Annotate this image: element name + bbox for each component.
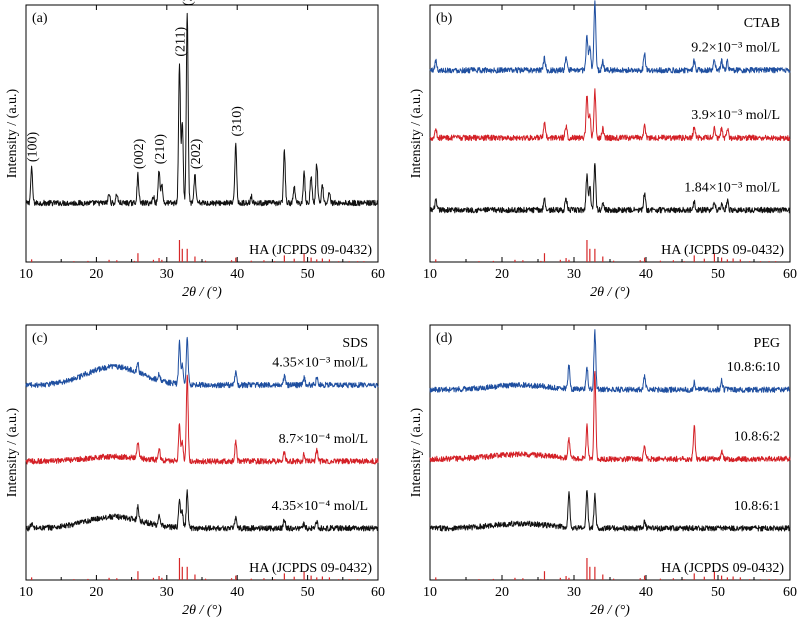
plot-frame	[25, 4, 379, 263]
x-tick-label: 10	[19, 585, 33, 600]
panel-tag: (d)	[436, 331, 453, 346]
x-tick-label: 50	[711, 267, 725, 282]
panel-tag: (c)	[32, 331, 48, 346]
panel-title: CTAB	[744, 16, 780, 31]
series-line	[429, 163, 791, 214]
panel-title: SDS	[342, 336, 368, 351]
peak-annotation: (100)	[26, 131, 41, 162]
x-tick-label: 20	[89, 585, 103, 600]
series-label: 3.9×10⁻³ mol/L	[691, 108, 780, 123]
y-axis-label: Intensity / (a.u.)	[5, 407, 20, 497]
series-line	[429, 88, 791, 142]
series-line	[429, 370, 791, 463]
series-line	[25, 374, 379, 465]
x-tick-label: 50	[711, 585, 725, 600]
x-tick-label: 30	[567, 267, 581, 282]
x-axis-label: 2θ / (°)	[590, 285, 630, 300]
peak-annotation: (211)	[173, 27, 188, 57]
series-line	[25, 489, 379, 532]
series-label: 10.8:6:1	[734, 499, 780, 514]
x-tick-label: 40	[230, 267, 244, 282]
x-tick-label: 20	[89, 267, 103, 282]
panel-tag: (a)	[32, 11, 48, 26]
x-axis-label: 2θ / (°)	[182, 285, 222, 300]
x-tick-label: 10	[19, 267, 33, 282]
x-tick-label: 20	[495, 267, 509, 282]
x-tick-label: 60	[371, 267, 385, 282]
reference-label: HA (JCPDS 09-0432)	[661, 561, 784, 576]
x-tick-label: 30	[567, 585, 581, 600]
x-tick-label: 40	[230, 585, 244, 600]
x-tick-label: 20	[495, 585, 509, 600]
panel-3: 10 20 30 40 50 60 2θ / (°) Intensity / (a.u.) (c…	[5, 324, 385, 618]
series-line	[25, 12, 379, 207]
panel-2: 10 20 30 40 50 60 2θ / (°) Intensity / (a.u.) (b…	[409, 0, 797, 300]
panel-tag: (b)	[436, 11, 453, 26]
peak-annotation: (210)	[153, 134, 168, 165]
x-tick-label: 40	[639, 267, 653, 282]
x-tick-label: 30	[160, 267, 174, 282]
reference-label: HA (JCPDS 09-0432)	[249, 561, 372, 576]
peak-annotation: (002)	[132, 138, 147, 169]
x-tick-label: 60	[783, 267, 797, 282]
reference-label: HA (JCPDS 09-0432)	[661, 243, 784, 258]
reference-label: HA (JCPDS 09-0432)	[249, 243, 372, 258]
panel-4: 10 20 30 40 50 60 2θ / (°) Intensity / (a.u.) (d…	[409, 324, 797, 618]
peak-annotation: (310)	[230, 106, 245, 137]
series-line	[429, 0, 791, 74]
x-axis-label: 2θ / (°)	[590, 603, 630, 618]
series-label: 4.35×10⁻⁴ mol/L	[272, 499, 368, 514]
x-tick-label: 30	[160, 585, 174, 600]
x-tick-label: 10	[423, 585, 437, 600]
series-line	[25, 336, 379, 389]
x-tick-label: 60	[371, 585, 385, 600]
series-label: 10.8:6:10	[727, 360, 780, 375]
x-tick-label: 60	[783, 585, 797, 600]
series-label: 10.8:6:2	[734, 430, 780, 445]
series-line	[429, 329, 791, 393]
x-tick-label: 50	[301, 267, 315, 282]
peak-annotation: (202)	[189, 138, 204, 169]
x-tick-label: 10	[423, 267, 437, 282]
panel-title: PEG	[754, 336, 780, 351]
series-label: 1.84×10⁻³ mol/L	[684, 180, 780, 195]
series-label: 8.7×10⁻⁴ mol/L	[279, 432, 368, 447]
series-line	[429, 490, 791, 532]
y-axis-label: Intensity / (a.u.)	[409, 88, 424, 178]
x-tick-label: 50	[301, 585, 315, 600]
peak-annotation: (300)	[181, 0, 196, 6]
y-axis-label: Intensity / (a.u.)	[5, 88, 20, 178]
x-tick-label: 40	[639, 585, 653, 600]
series-label: 4.35×10⁻³ mol/L	[272, 356, 368, 371]
x-axis-label: 2θ / (°)	[182, 603, 222, 618]
panel-1: 10 20 30 40 50 60 2θ / (°) Intensity / (a.u.) (a…	[5, 0, 385, 300]
y-axis-label: Intensity / (a.u.)	[409, 407, 424, 497]
series-label: 9.2×10⁻³ mol/L	[691, 41, 780, 56]
